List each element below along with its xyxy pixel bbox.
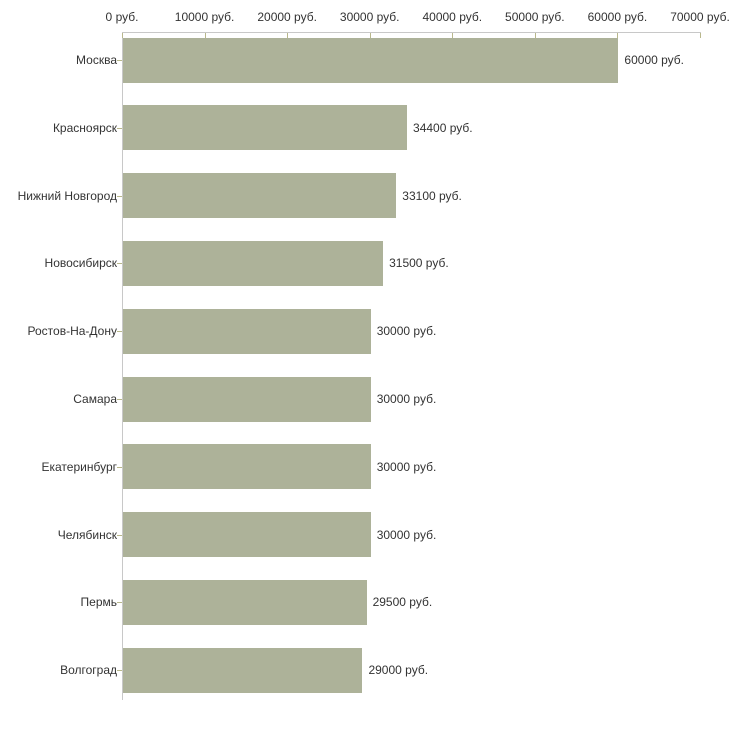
category-label: Ростов-На-Дону [27,324,117,339]
x-tick-label: 60000 руб. [587,10,648,24]
bar [123,308,371,354]
value-label: 34400 руб. [413,120,473,135]
y-tick-mark [117,670,122,672]
bar [123,37,619,83]
y-axis-line [122,32,123,700]
x-tick-mark [700,33,701,38]
x-axis-line [122,32,701,33]
bar [123,444,371,490]
bar [123,105,408,151]
value-label: 31500 руб. [389,256,449,271]
x-tick-label: 0 руб. [105,10,139,24]
x-tick-mark [617,33,619,38]
x-tick-mark [287,33,289,38]
value-label: 29000 руб. [368,663,429,678]
category-label: Нижний Новгород [17,188,117,203]
category-label: Екатеринбург [41,459,118,474]
x-tick-mark [534,33,536,38]
bar [123,240,384,286]
y-tick-mark [117,263,122,265]
x-tick-label: 40000 руб. [422,10,483,24]
y-tick-mark [117,60,122,61]
bar [123,512,371,558]
value-label: 30000 руб. [376,392,437,406]
category-label: Красноярск [52,120,117,135]
bar [123,173,397,219]
x-tick-mark [204,33,206,38]
value-label: 30000 руб. [376,324,437,339]
category-label: Челябинск [57,527,117,542]
y-tick-mark [117,534,122,536]
value-label: 30000 руб. [376,527,437,542]
x-tick-mark [122,33,123,38]
value-label: 29500 руб. [372,595,433,610]
category-label: Пермь [80,595,117,610]
bar [123,647,363,693]
x-tick-label: 70000 руб. [670,10,730,24]
y-tick-mark [117,466,122,468]
x-tick-label: 30000 руб. [339,10,400,24]
category-label: Самара [73,392,117,406]
category-label: Москва [76,53,117,67]
y-tick-mark [117,602,122,604]
x-tick-mark [452,33,454,38]
value-label: 33100 руб. [402,188,462,203]
y-tick-mark [117,127,122,129]
x-tick-label: 50000 руб. [505,10,565,24]
value-label: 60000 руб. [624,53,685,67]
bar [123,579,367,625]
y-tick-mark [117,399,122,400]
category-label: Волгоград [60,663,117,678]
x-tick-label: 10000 руб. [174,10,235,24]
value-label: 30000 руб. [376,459,437,474]
x-tick-mark [369,33,371,38]
y-tick-mark [117,195,122,197]
y-tick-mark [117,331,122,333]
bar [123,376,371,422]
x-tick-label: 20000 руб. [257,10,317,24]
category-label: Новосибирск [44,256,117,271]
